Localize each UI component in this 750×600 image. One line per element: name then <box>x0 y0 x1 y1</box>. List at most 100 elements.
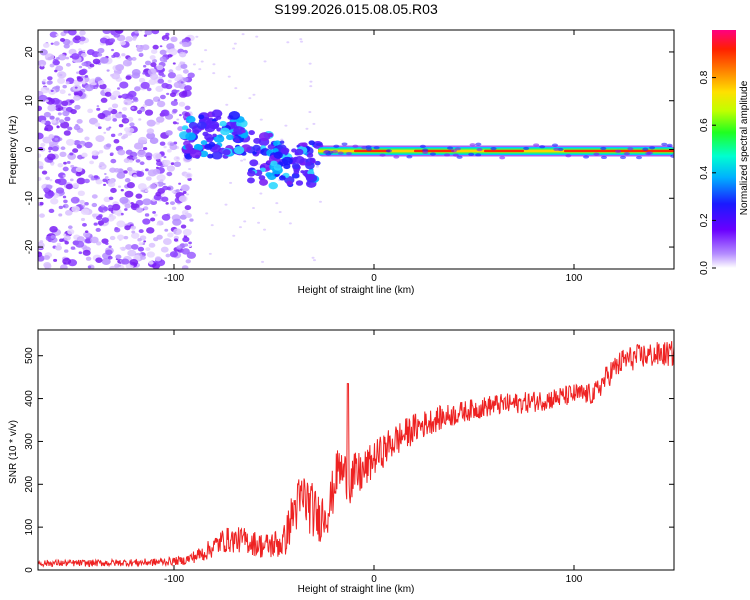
noise-blob <box>69 99 75 104</box>
noise-blob <box>91 213 97 218</box>
noise-blob <box>70 108 77 115</box>
noise-blob <box>65 183 74 190</box>
noise-blob <box>149 55 156 60</box>
noise-blob <box>96 215 103 221</box>
noise-blob <box>121 114 126 118</box>
noise-blob <box>212 72 216 75</box>
noise-blob <box>243 158 247 161</box>
tone-wobble <box>373 146 380 150</box>
x-tick-label: 0 <box>371 574 377 585</box>
noise-blob <box>118 123 124 128</box>
noise-blob <box>208 252 212 255</box>
noise-blob <box>315 165 319 168</box>
tone-wobble <box>476 148 483 152</box>
noise-blob <box>68 30 77 36</box>
noise-blob <box>131 232 140 239</box>
noise-blob <box>53 41 60 46</box>
noise-blob <box>188 168 192 171</box>
noise-blob <box>263 228 267 231</box>
noise-blob <box>62 110 70 117</box>
noise-blob <box>189 111 193 114</box>
y-tick-label: 0 <box>24 567 35 573</box>
noise-blob <box>159 179 164 183</box>
noise-blob <box>133 142 144 150</box>
noise-blob <box>65 138 75 146</box>
noise-blob <box>49 31 58 38</box>
noise-blob <box>78 65 83 69</box>
snr-frame <box>37 329 675 571</box>
noise-blob <box>136 46 144 52</box>
tone-wobble <box>345 151 352 156</box>
noise-blob <box>68 93 71 96</box>
noise-blob <box>53 258 58 262</box>
noise-blob <box>85 256 92 261</box>
noise-blob <box>172 62 176 65</box>
tone-wobble <box>499 156 506 160</box>
noise-blob <box>119 196 129 204</box>
noise-blob <box>65 56 70 60</box>
noise-blob <box>48 150 52 153</box>
noise-blob <box>139 52 144 56</box>
noise-blob <box>46 153 56 161</box>
noise-blob <box>54 137 59 141</box>
noise-blob <box>63 199 68 204</box>
noise-blob <box>103 183 106 186</box>
signal-blob <box>305 173 315 181</box>
noise-blob <box>51 146 59 152</box>
noise-blob <box>121 94 127 99</box>
noise-blob <box>70 246 76 250</box>
noise-blob <box>99 161 105 167</box>
noise-blob <box>45 176 51 181</box>
noise-blob <box>38 105 43 112</box>
noise-blob <box>109 38 115 43</box>
noise-blob <box>123 158 130 163</box>
noise-blob <box>187 72 195 79</box>
noise-blob <box>62 257 72 265</box>
noise-blob <box>71 205 80 213</box>
noise-blob <box>143 64 147 68</box>
chart-title: S199.2026.015.08.05.R03 <box>274 1 438 17</box>
noise-blob <box>117 87 121 90</box>
noise-blob <box>110 158 117 164</box>
noise-blob <box>144 168 149 172</box>
noise-blob <box>169 92 177 98</box>
tone-wobble <box>385 149 392 153</box>
noise-blob <box>124 178 131 183</box>
noise-blob <box>130 225 137 230</box>
signal-blob <box>181 125 189 131</box>
noise-blob <box>42 78 47 82</box>
noise-blob <box>165 130 173 136</box>
noise-blob <box>162 182 166 186</box>
noise-blob <box>176 118 180 121</box>
noise-blob <box>181 209 189 215</box>
noise-blob <box>67 225 73 230</box>
noise-blob <box>166 171 173 177</box>
noise-blob <box>57 163 64 168</box>
x-tick-label: -100 <box>164 574 184 585</box>
snr-background <box>38 330 674 570</box>
tone-wobble <box>670 154 674 158</box>
noise-blob <box>82 222 87 227</box>
noise-blob <box>38 202 41 205</box>
signal-blob <box>309 157 316 163</box>
noise-blob <box>108 196 114 201</box>
noise-blob <box>124 127 131 133</box>
tone-wobble <box>429 152 436 156</box>
noise-blob <box>145 247 151 252</box>
noise-blob <box>144 109 154 116</box>
noise-blob <box>38 94 48 102</box>
noise-blob <box>299 38 303 41</box>
noise-blob <box>309 80 313 83</box>
noise-blob <box>40 120 46 124</box>
tone-wobble <box>469 143 476 147</box>
noise-blob <box>318 200 322 203</box>
noise-blob <box>87 265 92 269</box>
noise-blob <box>55 56 60 60</box>
tone-wobble <box>475 142 482 146</box>
noise-blob <box>57 112 62 116</box>
tone-hotspot <box>414 149 454 153</box>
signal-blob <box>219 120 227 127</box>
signal-blob <box>207 153 214 159</box>
noise-blob <box>162 185 169 191</box>
noise-blob <box>195 35 199 38</box>
